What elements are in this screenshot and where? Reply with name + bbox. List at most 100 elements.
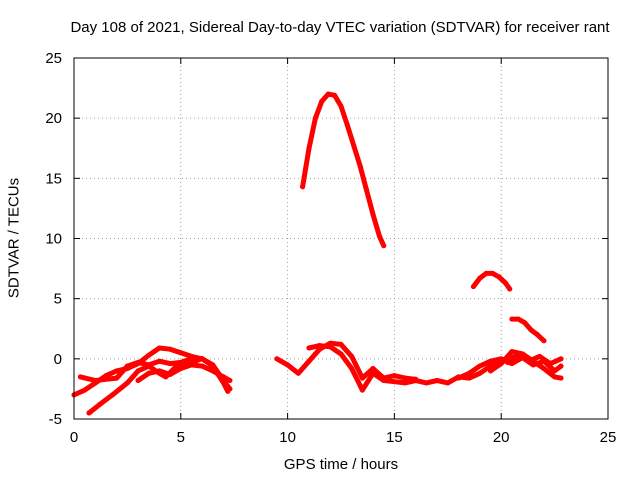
data-point	[528, 327, 534, 333]
data-point	[306, 358, 312, 364]
data-point	[199, 363, 205, 369]
data-point	[338, 103, 344, 109]
data-point	[552, 368, 558, 374]
y-tick-label: -5	[49, 411, 62, 428]
data-point	[526, 358, 532, 364]
data-point	[156, 345, 162, 351]
data-point	[483, 270, 489, 276]
data-point	[552, 374, 558, 380]
data-point	[558, 356, 564, 362]
data-point	[370, 370, 376, 376]
data-point	[97, 402, 103, 408]
data-point	[306, 345, 312, 351]
data-point	[306, 145, 312, 151]
data-point	[174, 363, 180, 369]
y-tick-label: 20	[45, 110, 62, 127]
data-point	[515, 352, 521, 358]
data-point	[319, 98, 325, 104]
series-arc-g	[300, 91, 387, 249]
data-point	[92, 377, 98, 383]
data-point	[156, 368, 162, 374]
data-point	[312, 115, 318, 121]
data-point	[502, 280, 508, 286]
data-point	[300, 184, 306, 190]
data-point	[86, 410, 92, 416]
data-point	[135, 359, 141, 365]
data-point	[547, 361, 553, 367]
series-arc-i	[509, 316, 547, 344]
data-point	[210, 362, 216, 368]
data-point	[490, 270, 496, 276]
data-point	[455, 375, 461, 381]
data-point	[364, 187, 370, 193]
x-tick-label: 10	[279, 429, 296, 446]
data-point	[466, 375, 472, 381]
data-point	[274, 356, 280, 362]
data-point	[210, 368, 216, 374]
data-point	[178, 365, 184, 371]
x-tick-label: 5	[177, 429, 185, 446]
data-point	[135, 377, 141, 383]
data-point	[317, 343, 323, 349]
data-point	[509, 349, 515, 355]
x-tick-label: 0	[70, 429, 78, 446]
data-point	[227, 386, 233, 392]
data-point	[370, 365, 376, 371]
data-point	[332, 92, 338, 98]
data-point	[423, 380, 429, 386]
data-point	[359, 387, 365, 393]
plot-border	[73, 57, 609, 420]
data-point	[114, 368, 120, 374]
data-point	[509, 316, 515, 322]
data-point	[338, 341, 344, 347]
data-point	[359, 375, 365, 381]
data-point	[496, 274, 502, 280]
data-point	[188, 362, 194, 368]
y-tick-label: 15	[45, 170, 62, 187]
data-point	[541, 365, 547, 371]
data-point	[370, 211, 376, 217]
y-tick-label: 10	[45, 231, 62, 248]
data-point	[285, 362, 291, 368]
series-arc-d	[135, 362, 233, 383]
x-axis-label: GPS time / hours	[283, 456, 399, 473]
data-point	[498, 361, 504, 367]
data-point	[349, 353, 355, 359]
data-point	[376, 233, 382, 239]
data-point	[325, 91, 331, 97]
data-point	[541, 338, 547, 344]
data-point	[221, 374, 227, 380]
y-tick-label: 5	[54, 291, 62, 308]
data-point	[167, 361, 173, 367]
data-point	[124, 363, 130, 369]
data-point	[146, 352, 152, 358]
data-point	[522, 320, 528, 326]
data-point	[351, 143, 357, 149]
axis-ticks: 0 5 10 15 20 25 -5 0 5 10 15 20 25	[45, 50, 616, 446]
data-point	[558, 363, 564, 369]
data-point	[434, 377, 440, 383]
data-point	[82, 387, 88, 393]
data-point	[535, 332, 541, 338]
data-point	[227, 377, 233, 383]
data-point	[413, 377, 419, 383]
data-point	[391, 373, 397, 379]
data-point	[477, 370, 483, 376]
y-tick-label: 25	[45, 50, 62, 67]
data-point	[381, 243, 387, 249]
data-point	[466, 370, 472, 376]
data-point	[470, 284, 476, 290]
data-point	[357, 163, 363, 169]
y-tick-label: 0	[54, 351, 62, 368]
data-point	[146, 363, 152, 369]
data-point	[124, 380, 130, 386]
data-point	[507, 286, 513, 292]
x-tick-label: 20	[493, 429, 510, 446]
data-point	[178, 350, 184, 356]
data-point	[477, 275, 483, 281]
data-point	[295, 370, 301, 376]
data-point	[505, 359, 511, 365]
data-point	[477, 363, 483, 369]
data-point	[167, 371, 173, 377]
data-point	[114, 375, 120, 381]
